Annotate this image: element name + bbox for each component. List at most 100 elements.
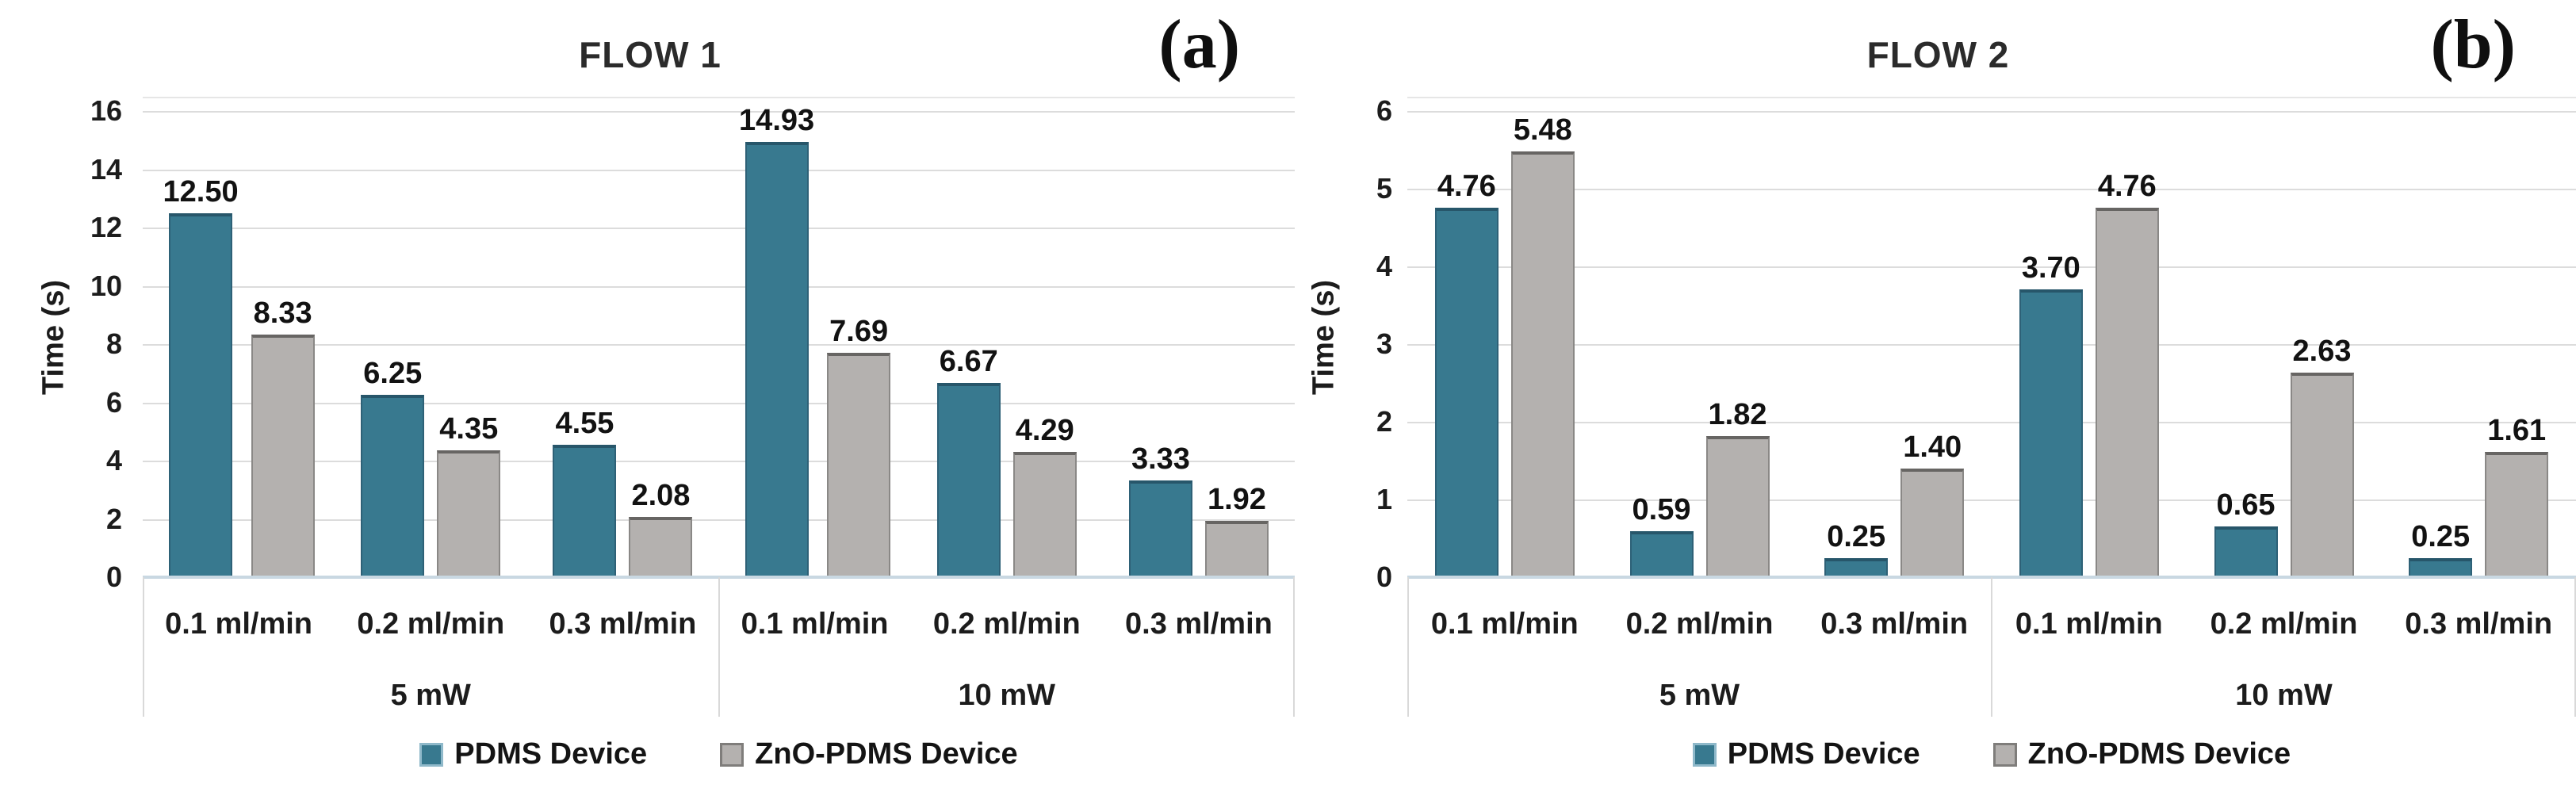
flow-rate-label: 0.2 ml/min [932, 607, 1081, 641]
category-cell: 0.25 1.61 [2381, 97, 2576, 577]
legend-label: PDMS Device [454, 737, 648, 771]
bar-column: 4.55 [553, 406, 617, 577]
bar-pdms [169, 212, 233, 577]
bar-pdms [1629, 531, 1694, 577]
y-tick-label: 8 [105, 327, 122, 360]
gridline [1407, 111, 2576, 113]
legend-item: PDMS Device [1692, 737, 1920, 771]
category-separator [1991, 577, 1992, 717]
bar-column: 0.59 [1629, 493, 1694, 577]
chart-title: FLOW 2 [1866, 34, 2010, 75]
category-cell: 3.70 4.76 [1992, 97, 2187, 577]
bar-pdms [1128, 480, 1192, 577]
legend: PDMS Device ZnO-PDMS Device [143, 737, 1295, 771]
flow-rate-label: 0.3 ml/min [1125, 607, 1273, 641]
bar-column: 3.70 [2019, 253, 2083, 577]
bar-column: 6.25 [361, 357, 425, 577]
category-separator [2574, 577, 2576, 717]
y-axis-title: Time (s) [1307, 279, 1341, 395]
y-tick-label: 4 [105, 444, 122, 476]
bar-value-label: 1.61 [2487, 414, 2547, 448]
bar-zno-pdms [1012, 452, 1077, 577]
bar-value-label: 6.25 [363, 357, 423, 391]
bar-zno-pdms [437, 450, 501, 577]
category-cell: 6.25 4.35 [335, 97, 526, 577]
flow-rate-label: 0.3 ml/min [2405, 607, 2553, 641]
bar-pdms [1434, 207, 1499, 577]
flow-rate-label: 0.3 ml/min [1820, 607, 1969, 641]
legend-swatch-pdms [419, 742, 444, 767]
flow-rate-label: 0.1 ml/min [2015, 607, 2163, 641]
chart-title: FLOW 1 [579, 34, 722, 75]
bar-zno-pdms [1510, 151, 1575, 577]
bar-column: 1.82 [1705, 400, 1770, 577]
gridline [143, 519, 1295, 521]
bar-column: 7.69 [827, 315, 891, 577]
bar-value-label: 0.59 [1632, 493, 1691, 527]
bar-pdms [553, 444, 617, 577]
category-cell: 0.65 2.63 [2187, 97, 2382, 577]
flow-rate-label: 0.1 ml/min [741, 607, 889, 641]
gridline [143, 285, 1295, 288]
category-cell: 4.55 2.08 [526, 97, 718, 577]
gridline [143, 344, 1295, 346]
category-cell: 14.93 7.69 [719, 97, 911, 577]
legend-label: ZnO-PDMS Device [755, 737, 1018, 771]
y-tick-label: 14 [90, 152, 122, 186]
y-tick-label: 6 [1376, 94, 1392, 127]
bar-column: 1.92 [1204, 484, 1269, 577]
panel-letter-a: (a) [1158, 6, 1240, 83]
y-tick-label: 6 [105, 385, 122, 419]
gridline [143, 402, 1295, 404]
power-label-row: 5 mW 10 mW [143, 671, 1295, 713]
category-cell: 0.25 1.40 [1797, 97, 1992, 577]
y-tick-label: 1 [1376, 483, 1392, 515]
bar-value-label: 7.69 [829, 315, 889, 349]
bar-pdms [744, 142, 809, 577]
category-cell: 3.33 1.92 [1103, 97, 1295, 577]
bar-pdms [936, 382, 1001, 577]
category-cell: 12.50 8.33 [143, 97, 335, 577]
bar-column: 4.76 [1434, 169, 1499, 577]
category-cell: 0.59 1.82 [1602, 97, 1797, 577]
power-group-label: 5 mW [390, 679, 471, 712]
bar-pdms [2019, 289, 2083, 577]
power-group-label: 5 mW [1659, 679, 1740, 712]
bar-pdms [2409, 557, 2473, 577]
bar-value-label: 4.55 [555, 406, 614, 440]
y-tick-label: 0 [105, 561, 122, 593]
y-tick-label: 16 [90, 94, 122, 127]
bar-column: 1.61 [2485, 414, 2549, 577]
legend-item: PDMS Device [419, 737, 647, 771]
gridline [143, 111, 1295, 113]
bar-column: 0.25 [1824, 522, 1889, 577]
gridline [1407, 189, 2576, 190]
y-tick-label: 2 [105, 502, 122, 535]
bar-column: 6.67 [936, 346, 1001, 577]
legend-swatch-pdms [1692, 742, 1717, 767]
gridline [1407, 266, 2576, 268]
bar-zno-pdms [1204, 521, 1269, 577]
bar-column: 4.76 [2095, 169, 2159, 577]
power-label-row: 5 mW 10 mW [1407, 671, 2576, 713]
chart-panel-flow2: FLOW 2 (b) Time (s) 0 1 2 3 4 5 6 4.76 5.48 0.59… [1300, 0, 2576, 796]
legend: PDMS Device ZnO-PDMS Device [1407, 737, 2576, 771]
bar-value-label: 1.40 [1903, 430, 1962, 464]
category-cell: 6.67 4.29 [911, 97, 1103, 577]
gridline [143, 228, 1295, 229]
y-axis-title: Time (s) [36, 279, 71, 395]
bar-value-label: 4.35 [439, 412, 499, 446]
bar-value-label: 0.65 [2216, 488, 2276, 522]
bar-pdms [361, 395, 425, 577]
bar-column: 4.35 [437, 412, 501, 577]
bar-column: 3.33 [1128, 444, 1192, 577]
y-axis-ticks: 0 1 2 3 4 5 6 [1346, 94, 1392, 591]
power-group-label: 10 mW [958, 679, 1055, 712]
bar-value-label: 14.93 [739, 104, 815, 138]
bar-value-label: 4.76 [2097, 169, 2157, 203]
bar-value-label: 4.76 [1437, 169, 1496, 203]
legend-label: ZnO-PDMS Device [2027, 737, 2291, 771]
bar-column: 14.93 [739, 105, 814, 577]
y-tick-label: 0 [1376, 561, 1392, 593]
